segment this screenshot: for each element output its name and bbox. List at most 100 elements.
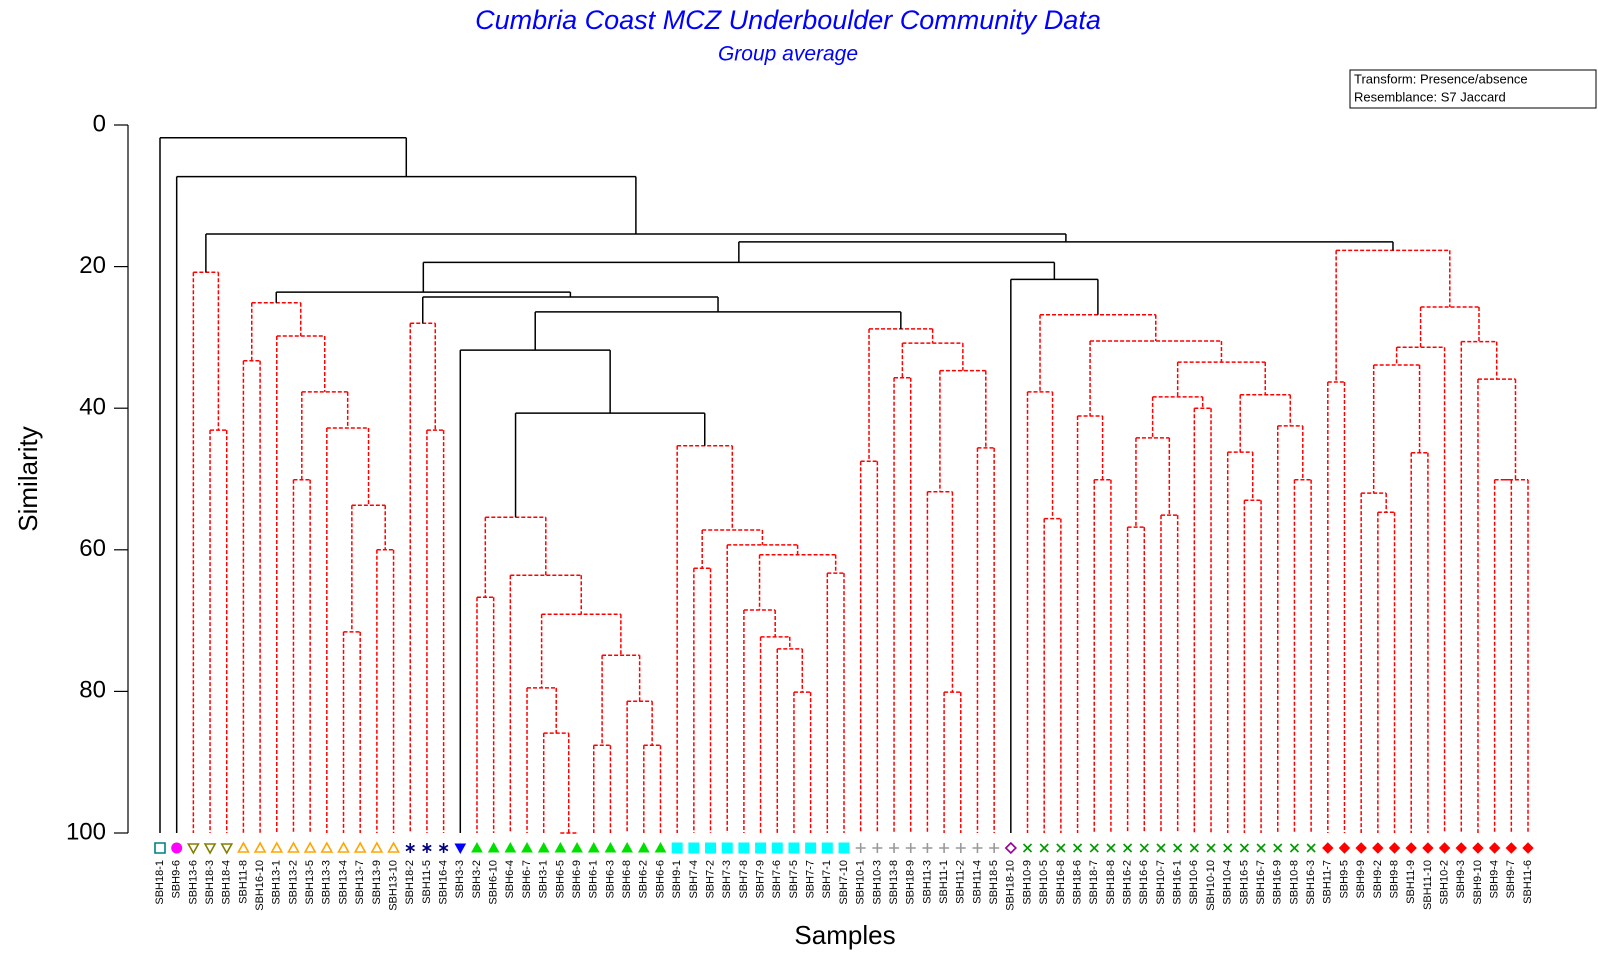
leaf-label: SBH6-5 <box>554 860 566 899</box>
leaf-label: SBH13-8 <box>888 860 900 905</box>
leaf-marker <box>1089 843 1099 853</box>
y-tick-label: 20 <box>79 252 106 279</box>
leaf-marker <box>171 842 183 854</box>
leaf-marker <box>253 841 267 853</box>
leaf-marker <box>1455 842 1467 854</box>
leaf-label: SBH9-8 <box>1388 860 1400 899</box>
leaf-label: SBH9-10 <box>1472 860 1484 905</box>
leaf-marker <box>738 842 750 854</box>
leaf-label: SBH18-9 <box>905 860 917 905</box>
note: Transform: Presence/absence <box>1354 71 1528 86</box>
leaf-label: SBH13-4 <box>337 860 349 905</box>
leaf-label: SBH7-4 <box>688 860 700 899</box>
leaf-marker <box>688 842 700 854</box>
leaf-marker <box>1256 843 1266 853</box>
leaf-marker <box>1039 843 1049 853</box>
leaf-label: SBH9-9 <box>1355 860 1367 899</box>
leaf-marker <box>1022 843 1033 853</box>
leaf-marker <box>1306 843 1316 853</box>
leaf-label: SBH9-3 <box>1455 860 1467 899</box>
leaf-marker <box>1438 842 1451 854</box>
leaf-marker <box>1472 842 1484 854</box>
x-axis-title: Samples <box>794 920 895 950</box>
leaf-label: SBH11-10 <box>1422 860 1434 910</box>
leaf-marker <box>571 841 583 853</box>
leaf-marker <box>454 843 467 855</box>
leaf-label: SBH16-9 <box>1272 860 1284 905</box>
leaf-label: SBH10-7 <box>1155 860 1167 905</box>
leaf-marker <box>905 843 916 853</box>
leaf-label: SBH11-2 <box>955 860 967 904</box>
leaf-label: SBH7-7 <box>805 860 817 899</box>
leaf-marker <box>1072 843 1083 853</box>
leaf-label: SBH16-2 <box>1122 860 1134 905</box>
leaf-label: SBH6-2 <box>638 860 650 899</box>
leaf-label: SBH7-6 <box>771 860 783 899</box>
leaf-marker <box>1405 842 1417 854</box>
leaf-label: SBH9-6 <box>171 860 183 899</box>
leaf-marker <box>1338 842 1351 854</box>
y-tick-label: 0 <box>93 110 106 137</box>
leaf-label: SBH9-4 <box>1489 860 1501 899</box>
leaf-marker <box>1123 843 1133 853</box>
leaf-label: SBH13-9 <box>371 860 383 905</box>
leaf-label: SBH11-6 <box>1522 860 1534 904</box>
note-box <box>1349 69 1597 109</box>
leaf-label: SBH11-9 <box>1405 860 1417 904</box>
leaf-marker <box>287 841 300 853</box>
leaf-marker <box>154 842 166 854</box>
leaf-marker <box>1522 842 1534 854</box>
leaf-label: SBH13-7 <box>354 860 366 905</box>
leaf-marker <box>504 841 517 853</box>
leaf-label: SBH13-5 <box>304 860 316 905</box>
leaf-marker <box>471 841 483 853</box>
leaf-label: SBH6-10 <box>488 860 500 905</box>
leaf-label: SBH7-5 <box>788 860 800 899</box>
leaf-label: SBH7-2 <box>704 860 716 899</box>
leaf-marker <box>637 841 650 853</box>
leaf-marker <box>587 841 600 853</box>
leaf-label: SBH7-10 <box>838 860 850 905</box>
leaf-marker <box>1488 842 1501 854</box>
leaf-marker <box>438 843 449 853</box>
leaf-label: SBH6-9 <box>571 860 583 899</box>
leaf-marker <box>422 843 432 853</box>
leaf-label: SBH16-1 <box>1172 860 1184 905</box>
leaf-marker <box>654 841 667 853</box>
leaf-marker <box>487 841 500 853</box>
leaf-label: SBH18-2 <box>404 860 416 905</box>
leaf-label: SBH9-5 <box>1338 860 1350 899</box>
leaf-marker <box>353 841 367 853</box>
y-tick-label: 60 <box>79 535 106 562</box>
leaf-marker <box>1189 843 1199 853</box>
leaf-marker <box>1004 841 1017 855</box>
leaf-marker <box>1156 843 1166 853</box>
leaf-label: SBH18-8 <box>1105 860 1117 905</box>
leaf-marker <box>604 841 617 853</box>
leaf-marker <box>303 841 317 853</box>
leaf-marker <box>705 842 717 854</box>
leaf-label: SBH16-6 <box>1138 860 1150 905</box>
leaf-label: SBH18-10 <box>1005 860 1017 911</box>
leaf-marker <box>370 841 384 853</box>
leaf-marker <box>821 842 833 854</box>
leaf-label: SBH13-3 <box>321 860 333 905</box>
leaf-label: SBH16-7 <box>1255 860 1267 905</box>
leaf-label: SBH16-5 <box>1238 860 1250 905</box>
leaf-label: SBH6-1 <box>588 860 600 899</box>
leaf-marker <box>771 842 783 854</box>
leaf-marker <box>1239 843 1249 853</box>
leaf-marker <box>889 843 900 853</box>
leaf-label: SBH10-1 <box>855 860 867 905</box>
leaf-label: SBH11-5 <box>421 860 433 904</box>
leaf-label: SBH11-7 <box>1322 860 1334 904</box>
leaf-marker <box>1273 843 1283 853</box>
leaf-label: SBH10-8 <box>1288 860 1300 905</box>
leaf-label: SBH9-1 <box>671 860 683 899</box>
leaf-marker <box>1388 842 1401 854</box>
leaf-label: SBH13-6 <box>187 860 199 905</box>
leaf-marker <box>671 842 683 854</box>
leaf-label: SBH10-3 <box>871 860 883 905</box>
leaf-marker <box>721 842 733 854</box>
